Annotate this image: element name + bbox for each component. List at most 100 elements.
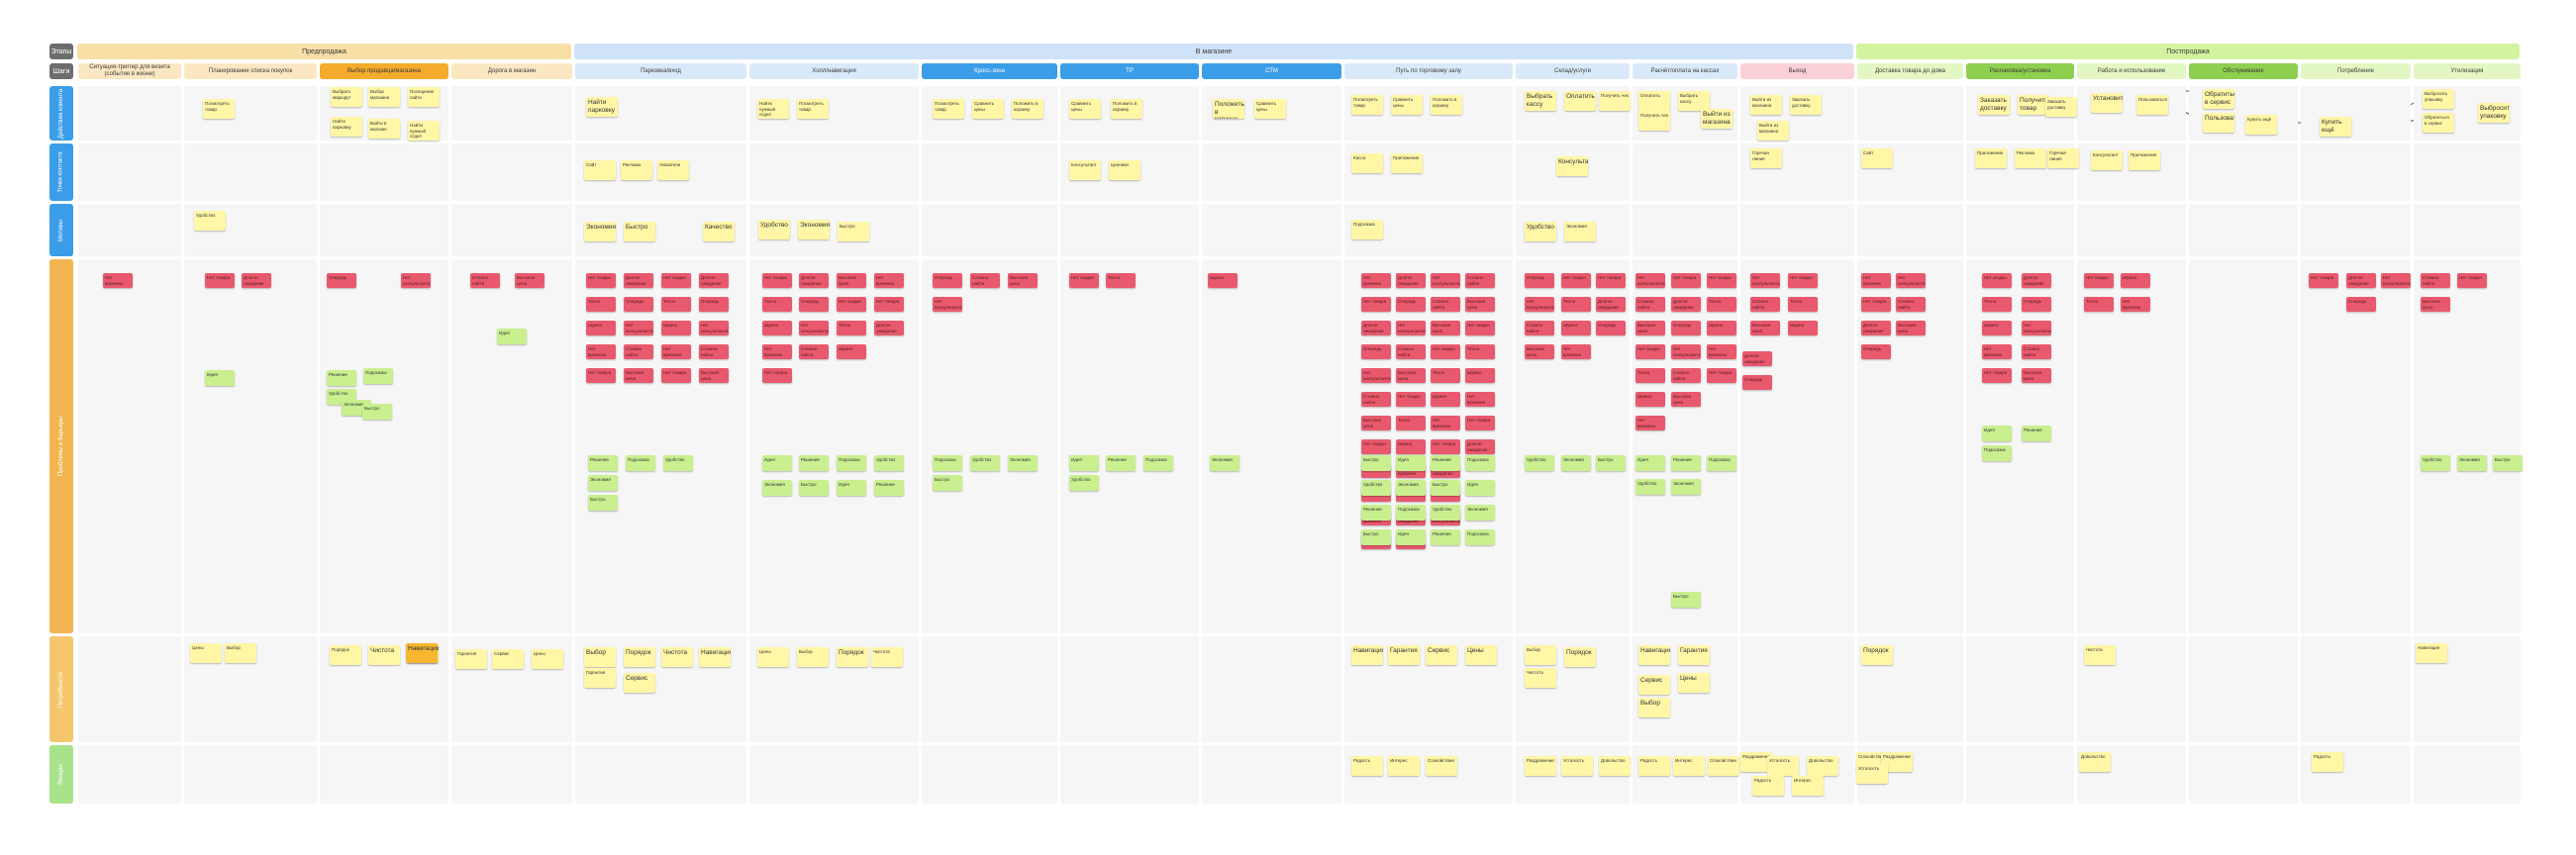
- sticky-note[interactable]: Шумно: [2121, 273, 2150, 288]
- sticky-note[interactable]: Сложно найти: [2421, 273, 2450, 288]
- sticky-note[interactable]: Быстро: [1431, 480, 1460, 496]
- stage-header[interactable]: Распаковка/установка: [1966, 63, 2074, 79]
- sticky-note[interactable]: Гарантия: [455, 649, 487, 669]
- sticky-note[interactable]: Заказать доставку: [1790, 95, 1822, 115]
- sticky-note[interactable]: Решение: [874, 480, 904, 496]
- sticky-note[interactable]: Тесно: [1106, 273, 1136, 288]
- sticky-note[interactable]: Нет времени: [1431, 416, 1460, 430]
- sticky-note[interactable]: Нет времени: [874, 273, 904, 288]
- sticky-note[interactable]: Нет времени: [762, 344, 792, 359]
- sticky-note[interactable]: Шумно: [1788, 321, 1818, 335]
- sticky-note[interactable]: Раздражение: [1525, 756, 1556, 776]
- sticky-note[interactable]: Подсказка: [363, 368, 393, 384]
- sticky-note[interactable]: Тесно: [1431, 368, 1460, 383]
- sticky-note[interactable]: Нет скидки: [2457, 273, 2487, 288]
- sticky-note[interactable]: Сложно найти: [1750, 297, 1780, 312]
- sticky-note[interactable]: Цены: [1465, 645, 1497, 665]
- sticky-note[interactable]: Сравнить цены: [1069, 99, 1101, 119]
- sticky-note[interactable]: Нет скидки: [1982, 273, 2012, 288]
- sticky-note[interactable]: Сложно найти: [799, 344, 829, 359]
- sticky-note[interactable]: Очередь: [2022, 297, 2051, 312]
- sticky-note[interactable]: Навигация: [699, 647, 731, 667]
- sticky-note[interactable]: Удобство: [2421, 455, 2450, 471]
- sticky-note[interactable]: Нет консультанта: [2381, 273, 2411, 288]
- sticky-note[interactable]: Обратиться в сервис: [2203, 89, 2234, 109]
- sticky-note[interactable]: Нет времени: [1982, 344, 2012, 359]
- sticky-note[interactable]: Гарантия: [584, 668, 616, 688]
- sticky-note[interactable]: Тесно: [1561, 297, 1591, 312]
- sticky-note[interactable]: Порядок: [1564, 647, 1596, 667]
- sticky-note[interactable]: Нет времени: [1707, 344, 1736, 359]
- sticky-note[interactable]: Нет консультанта: [799, 321, 829, 335]
- sticky-note[interactable]: Нет скидки: [1635, 344, 1665, 359]
- sticky-note[interactable]: Нет времени: [2121, 297, 2150, 312]
- sticky-note[interactable]: Выбрать кассу: [1525, 91, 1556, 111]
- sticky-note[interactable]: Выйти из магазина: [1757, 121, 1789, 141]
- sticky-note[interactable]: Тесно: [1465, 344, 1495, 359]
- row-header[interactable]: Точки контакта: [50, 143, 73, 201]
- stage-header[interactable]: Обслуживание: [2189, 63, 2298, 79]
- sticky-note[interactable]: Экономия: [2457, 455, 2487, 471]
- sticky-note[interactable]: Решение: [1431, 455, 1460, 471]
- sticky-note[interactable]: Высокая цена: [2022, 368, 2051, 383]
- sticky-note[interactable]: Положить в корзину: [1111, 99, 1142, 119]
- sticky-note[interactable]: Высокая цена: [624, 368, 653, 383]
- sticky-note[interactable]: Получить чек: [1638, 111, 1670, 131]
- sticky-note[interactable]: Идея: [1396, 529, 1426, 545]
- sticky-note[interactable]: Удобство: [1525, 222, 1556, 241]
- sticky-note[interactable]: Быстро: [838, 222, 869, 241]
- sticky-note[interactable]: Тесно: [586, 297, 616, 312]
- sticky-note[interactable]: Подсказка: [1351, 220, 1383, 239]
- sticky-note[interactable]: Тесно: [1788, 297, 1818, 312]
- sticky-note[interactable]: Долгое ожидание: [874, 321, 904, 335]
- sticky-note[interactable]: Сложно найти: [624, 344, 653, 359]
- sticky-note[interactable]: Тесно: [1707, 297, 1736, 312]
- sticky-note[interactable]: Нет времени: [1361, 273, 1391, 288]
- sticky-note[interactable]: Нет товара: [1596, 273, 1626, 288]
- sticky-note[interactable]: Сайт: [584, 160, 616, 180]
- sticky-note[interactable]: Идея: [837, 480, 866, 496]
- sticky-note[interactable]: Высокая цена: [837, 273, 866, 288]
- sticky-note[interactable]: Заказать доставку: [1978, 95, 2010, 115]
- sticky-note[interactable]: Подсказка: [837, 455, 866, 471]
- sticky-note[interactable]: Нет времени: [1561, 344, 1591, 359]
- sticky-note[interactable]: Экономия: [1210, 455, 1239, 471]
- sticky-note[interactable]: Высокая цена: [1465, 297, 1495, 312]
- sticky-note[interactable]: Нет консультанта: [401, 273, 431, 288]
- sticky-note[interactable]: Очередь: [799, 297, 829, 312]
- sticky-note[interactable]: Нет товара: [661, 368, 691, 383]
- sticky-note[interactable]: Долгое ожидание: [1742, 351, 1772, 366]
- sticky-note[interactable]: Усталость: [1561, 756, 1593, 776]
- sticky-note[interactable]: Цены: [757, 647, 789, 667]
- sticky-note[interactable]: Сайт: [1861, 148, 1893, 168]
- sticky-note[interactable]: Положить в корзину: [1012, 99, 1043, 119]
- sticky-note[interactable]: Долгое ожидание: [2346, 273, 2376, 288]
- sticky-note[interactable]: Быстро: [588, 495, 618, 511]
- sticky-note[interactable]: Нет консультанта: [624, 321, 653, 335]
- sticky-note[interactable]: Быстро: [1361, 455, 1391, 471]
- sticky-note[interactable]: Шумно: [1465, 368, 1495, 383]
- stage-header[interactable]: Выход: [1740, 63, 1854, 79]
- sticky-note[interactable]: Идея: [1069, 455, 1099, 471]
- sticky-note[interactable]: Посмотреть товар: [797, 99, 829, 119]
- sticky-note[interactable]: Экономия: [1008, 455, 1038, 471]
- sticky-note[interactable]: Нет скидки: [1396, 392, 1426, 407]
- sticky-note[interactable]: Радость: [1351, 756, 1383, 776]
- sticky-note[interactable]: Нет времени: [1635, 416, 1665, 430]
- sticky-note[interactable]: Выбор: [1525, 645, 1556, 665]
- sticky-note[interactable]: Идея: [1465, 480, 1495, 496]
- sticky-note[interactable]: Быстро: [362, 404, 392, 420]
- sticky-note[interactable]: Нет скидки: [1431, 344, 1460, 359]
- sticky-note[interactable]: Оплатить: [1564, 91, 1596, 111]
- sticky-note[interactable]: Чистота: [871, 647, 903, 667]
- sticky-note[interactable]: Тесно: [1396, 416, 1426, 430]
- sticky-note[interactable]: Очередь: [1525, 273, 1554, 288]
- sticky-note[interactable]: Удобство: [1431, 505, 1460, 521]
- sticky-note[interactable]: Порядок: [624, 647, 655, 667]
- phase-header[interactable]: Предпродажа: [77, 44, 571, 59]
- sticky-note[interactable]: Выбор: [1638, 698, 1670, 717]
- sticky-note[interactable]: Нет скидки: [2084, 273, 2114, 288]
- sticky-note[interactable]: Нет товара: [762, 368, 792, 383]
- sticky-note[interactable]: Очередь: [1396, 297, 1426, 312]
- row-header[interactable]: Потребности: [50, 636, 73, 742]
